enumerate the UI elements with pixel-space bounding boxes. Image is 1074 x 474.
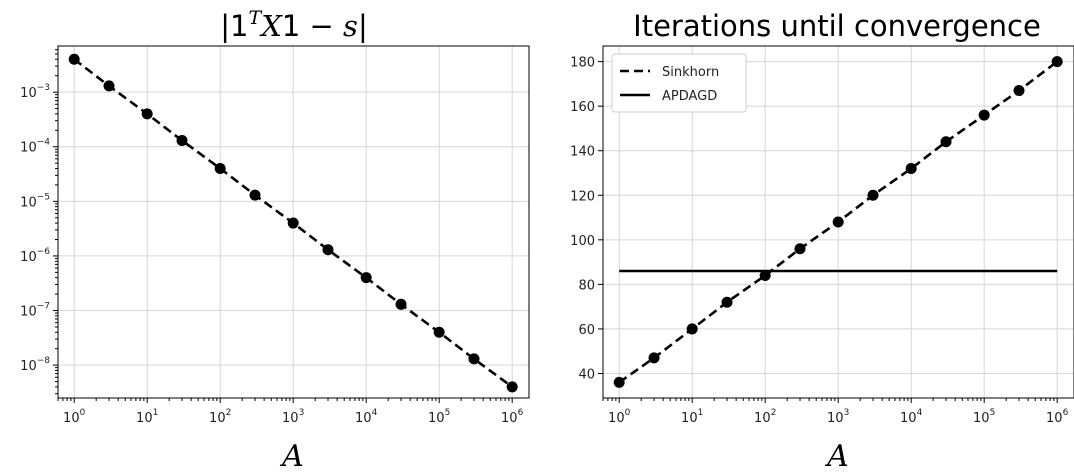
iterations-chart-x-tick-label: 102	[754, 408, 776, 426]
sinkhorn-data-point	[832, 216, 844, 228]
iterations-chart-legend: Sinkhorn APDAGD	[611, 53, 747, 113]
error-chart-data-point	[176, 135, 188, 147]
iterations-chart-x-tick-label: 106	[1046, 408, 1069, 426]
error-chart-x-axis-label: A	[279, 439, 304, 474]
legend-label-apdagd: APDAGD	[662, 89, 717, 104]
error-chart-y-tick-label: 10−6	[20, 247, 50, 265]
legend-box	[611, 53, 747, 113]
iterations-chart-y-tick-label: 40	[578, 367, 595, 382]
iterations-chart-x-tick-label: 105	[973, 408, 995, 426]
error-chart-data-point	[249, 189, 261, 201]
error-chart-x-tick-label: 105	[428, 408, 450, 426]
iterations-chart-y-tick-label: 140	[570, 145, 595, 160]
iterations-chart-x-tick-label: 100	[608, 408, 631, 426]
error-chart-y-tick-label: 10−4	[20, 138, 50, 156]
error-chart-y-tick-label: 10−5	[20, 192, 50, 210]
error-chart-y-tick-label: 10−3	[20, 83, 50, 101]
sinkhorn-data-point	[721, 296, 733, 308]
error-chart-data-point	[214, 162, 226, 174]
error-chart-data-point	[395, 298, 407, 310]
error-chart-x-tick-label: 104	[355, 408, 378, 426]
iterations-chart-x-tick-label: 104	[900, 408, 923, 426]
error-chart-x-tick-label: 103	[282, 408, 304, 426]
error-chart-data-point	[468, 353, 480, 365]
iterations-chart-title: Iterations until convergence	[633, 9, 1041, 43]
error-chart-y-tick-label: 10−8	[20, 356, 50, 374]
error-chart-title: |1TX1 − s|	[220, 7, 367, 43]
error-chart-data-point	[103, 80, 115, 92]
sinkhorn-data-point	[794, 243, 806, 255]
iterations-chart-y-tick-label: 120	[570, 189, 595, 204]
sinkhorn-data-point	[940, 136, 952, 148]
error-chart-x-tick-label: 100	[63, 408, 86, 426]
sinkhorn-data-point	[759, 269, 771, 281]
iterations-chart-x-tick-label: 103	[827, 408, 849, 426]
iterations-chart-x-axis-label: A	[824, 439, 849, 474]
sinkhorn-data-point	[613, 376, 625, 388]
sinkhorn-data-point	[978, 109, 990, 121]
sinkhorn-data-point	[686, 323, 698, 335]
error-chart-x-tick-label: 101	[136, 408, 158, 426]
iterations-chart-y-tick-label: 60	[578, 323, 595, 338]
error-chart-data-point	[141, 108, 153, 120]
iterations-chart-y-tick-label: 80	[578, 278, 595, 293]
error-chart-data-point	[68, 53, 80, 65]
error-chart-y-tick-label: 10−7	[20, 302, 50, 320]
error-chart-data-point	[360, 272, 372, 284]
error-chart-data-point	[433, 326, 445, 338]
sinkhorn-data-point	[1013, 85, 1025, 97]
error-chart-data-point	[506, 381, 518, 393]
iterations-chart-y-tick-label: 160	[570, 100, 595, 115]
sinkhorn-data-point	[905, 163, 917, 175]
error-chart-x-tick-label: 106	[501, 408, 524, 426]
error-chart: |1TX1 − s| 100 101 102 103 104 105 106 10−8 10−7…	[20, 7, 530, 474]
legend-label-sinkhorn: Sinkhorn	[662, 65, 719, 80]
error-chart-data-point	[322, 244, 334, 256]
iterations-chart-y-tick-label: 180	[570, 56, 595, 71]
error-chart-x-tick-label: 102	[209, 408, 231, 426]
error-chart-data-point	[287, 217, 299, 229]
sinkhorn-data-point	[867, 189, 879, 201]
sinkhorn-data-point	[648, 352, 660, 364]
iterations-chart-y-tick-label: 100	[570, 234, 595, 249]
iterations-chart: Iterations until convergence 100 101 102 10…	[570, 9, 1074, 474]
sinkhorn-data-point	[1051, 56, 1063, 68]
iterations-chart-x-tick-label: 101	[681, 408, 703, 426]
